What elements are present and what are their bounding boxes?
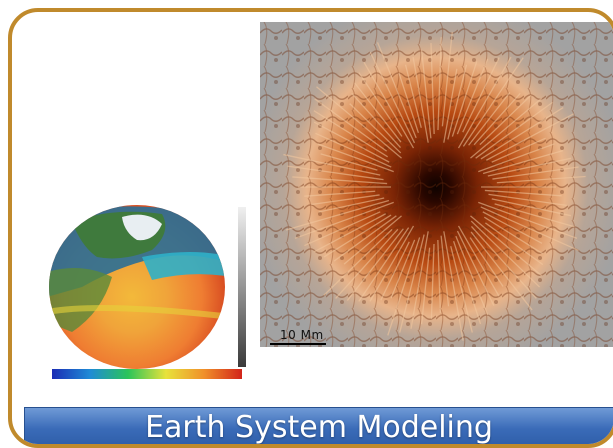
penumbra-filament	[292, 176, 388, 185]
penumbra-filament	[486, 113, 575, 161]
penumbra-filament	[470, 220, 541, 288]
penumbra-filament	[320, 153, 378, 171]
banner-title: Earth System Modeling	[145, 409, 493, 445]
penumbra-filament	[492, 166, 579, 180]
penumbra-filament	[313, 121, 390, 163]
penumbra-filament	[304, 190, 376, 197]
penumbra-filament	[478, 201, 578, 239]
penumbra-filament	[314, 98, 388, 152]
penumbra-filament	[462, 57, 524, 147]
penumbra-filament	[475, 101, 553, 159]
penumbra-filament	[470, 231, 533, 311]
penumbra-filament	[311, 194, 380, 206]
penumbra-filament	[294, 201, 394, 239]
penumbra-filament	[447, 64, 468, 140]
penumbra-filament	[482, 149, 564, 175]
penumbra-filament	[318, 197, 385, 213]
penumbra-filament	[473, 92, 521, 146]
penumbra-filament	[376, 42, 417, 139]
penumbra-filament	[457, 225, 500, 297]
penumbra-filament	[443, 68, 458, 143]
penumbra-filament	[369, 51, 416, 144]
penumbra-filament	[478, 143, 555, 173]
penumbra-filament	[491, 137, 546, 163]
penumbra-filament	[323, 214, 392, 258]
penumbra-filament	[399, 234, 425, 333]
penumbra-filament	[487, 157, 572, 177]
penumbra-filament	[443, 231, 464, 341]
penumbra-filament	[346, 228, 404, 301]
penumbra-filament	[451, 61, 478, 137]
penumbra-filament	[398, 72, 420, 133]
penumbra-filament	[410, 231, 429, 329]
penumbra-filament	[354, 82, 402, 143]
penumbra-filament	[430, 243, 435, 319]
penumbra-filament	[343, 215, 402, 265]
penumbra-filament	[437, 37, 442, 131]
penumbra-filament	[333, 215, 397, 262]
penumbra-filament	[412, 56, 429, 143]
penumbra-filament	[456, 230, 495, 306]
penumbra-filament	[480, 106, 564, 160]
title-banner: Earth System Modeling	[24, 407, 613, 445]
penumbra-filament	[317, 143, 394, 173]
penumbra-filament	[390, 239, 416, 299]
penumbra-filament	[491, 198, 572, 217]
penumbra-filament	[358, 72, 403, 137]
penumbra-filament	[441, 31, 453, 127]
penumbra-filament	[287, 165, 384, 181]
earth-globe-image	[42, 202, 257, 387]
penumbra-filament	[335, 228, 399, 299]
penumbra-filament	[369, 225, 415, 302]
penumbra-filament	[304, 211, 381, 247]
penumbra-filament	[316, 86, 402, 159]
penumbra-filament	[484, 222, 544, 266]
penumbra-filament	[380, 241, 410, 301]
slide-frame: 10 Mm	[8, 8, 613, 448]
penumbra-filament	[420, 247, 431, 325]
penumbra-filament	[450, 246, 473, 333]
penumbra-filament	[457, 56, 512, 149]
sunspot-image	[260, 22, 613, 347]
penumbra-filament	[315, 132, 392, 168]
penumbra-filament	[420, 49, 432, 139]
penumbra-filament	[468, 92, 511, 146]
penumbra-filament	[494, 203, 575, 228]
penumbra-filament	[363, 61, 415, 149]
penumbra-filament	[469, 237, 504, 287]
penumbra-filament	[456, 58, 489, 135]
penumbra-filament	[323, 228, 393, 296]
penumbra-filament	[349, 103, 402, 154]
scale-bar-label: 10 Mm	[280, 328, 324, 342]
penumbra-filament	[455, 235, 489, 316]
penumbra-filament	[358, 227, 410, 302]
penumbra-filament	[283, 153, 381, 176]
penumbra-filament	[285, 199, 390, 231]
penumbra-filament	[313, 110, 389, 158]
penumbra-filament	[470, 215, 543, 277]
penumbra-filament	[480, 206, 579, 252]
penumbra-filament	[351, 92, 402, 149]
penumbra-filament	[496, 175, 586, 184]
penumbra-filament	[452, 241, 482, 325]
penumbra-filament	[440, 235, 450, 307]
penumbra-filament	[387, 237, 421, 336]
penumbra-filament	[437, 239, 442, 313]
penumbra-filament	[404, 64, 422, 128]
penumbra-filament	[482, 211, 543, 244]
penumbra-filament	[488, 193, 567, 207]
penumbra-filament	[484, 189, 562, 197]
penumbra-filament	[470, 97, 543, 159]
penumbra-filament	[430, 43, 435, 135]
penumbra-filament	[462, 57, 500, 133]
penumbra-filament	[479, 94, 532, 146]
penumbra-filament	[313, 213, 386, 253]
penumbra-filament	[483, 216, 544, 255]
penumbra-filament	[470, 225, 537, 299]
